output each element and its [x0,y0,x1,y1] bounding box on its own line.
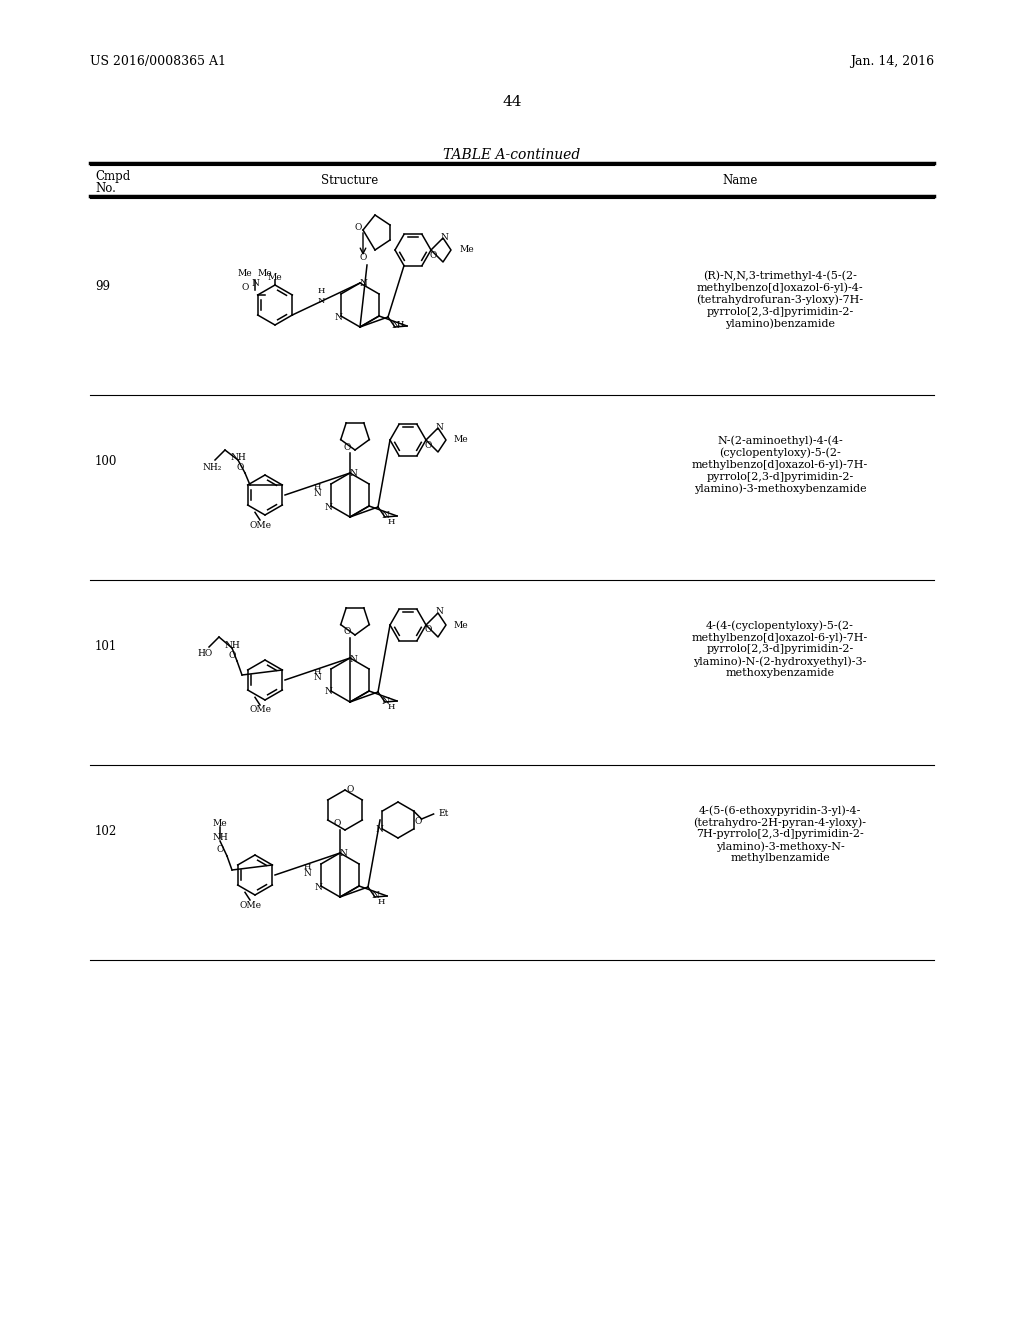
Text: N: N [440,232,447,242]
Text: Me: Me [453,620,468,630]
Text: O: O [354,223,361,232]
Text: N: N [324,688,332,697]
Text: 99: 99 [95,280,110,293]
Text: O: O [424,626,432,635]
Text: Jan. 14, 2016: Jan. 14, 2016 [850,55,934,69]
Text: Et: Et [438,808,449,817]
Text: No.: No. [95,182,116,195]
Text: N: N [339,850,347,858]
Text: N: N [376,825,383,834]
Text: N: N [435,607,443,616]
Text: HO: HO [198,648,213,657]
Text: NH: NH [212,833,228,842]
Text: N: N [381,697,389,705]
Text: H: H [304,863,311,871]
Text: N-(2-aminoethyl)-4-(4-
(cyclopentyloxy)-5-(2-
methylbenzo[d]oxazol-6-yl)-7H-
pyr: N-(2-aminoethyl)-4-(4- (cyclopentyloxy)-… [692,436,868,494]
Text: Me: Me [238,268,252,277]
Text: O: O [228,651,236,660]
Text: 44: 44 [502,95,522,110]
Text: O: O [216,846,223,854]
Text: O: O [334,818,341,828]
Text: 4-(5-(6-ethoxypyridin-3-yl)-4-
(tetrahydro-2H-pyran-4-yloxy)-
7H-pyrrolo[2,3-d]p: 4-(5-(6-ethoxypyridin-3-yl)-4- (tetrahyd… [693,805,866,863]
Text: NH₂: NH₂ [203,462,221,471]
Text: N: N [313,673,322,682]
Text: OMe: OMe [249,520,271,529]
Text: OMe: OMe [239,900,261,909]
Text: N: N [303,869,311,878]
Text: 100: 100 [95,455,118,469]
Text: (R)-N,N,3-trimethyl-4-(5-(2-
methylbenzo[d]oxazol-6-yl)-4-
(tetrahydrofuran-3-yl: (R)-N,N,3-trimethyl-4-(5-(2- methylbenzo… [696,271,863,329]
Text: N: N [381,511,389,520]
Text: Cmpd: Cmpd [95,170,130,183]
Text: US 2016/0008365 A1: US 2016/0008365 A1 [90,55,226,69]
Text: O: O [343,627,350,636]
Text: O: O [415,817,422,825]
Text: Name: Name [722,174,758,187]
Text: N: N [251,279,259,288]
Text: N: N [359,280,367,289]
Text: O: O [242,282,249,292]
Text: H: H [387,517,394,525]
Text: 101: 101 [95,640,118,653]
Text: H: H [313,668,322,676]
Text: N: N [334,313,342,322]
Text: OMe: OMe [249,705,271,714]
Text: H: H [387,704,394,711]
Text: Me: Me [453,436,468,445]
Text: O: O [346,785,353,795]
Text: H: H [313,483,322,491]
Text: O: O [237,462,244,471]
Text: N: N [435,422,443,432]
Text: Me: Me [459,246,474,255]
Text: TABLE A-continued: TABLE A-continued [443,148,581,162]
Text: NH: NH [224,640,240,649]
Text: Me: Me [213,820,227,829]
Text: O: O [343,442,350,451]
Text: N: N [324,503,332,511]
Text: O: O [359,253,367,263]
Text: NH: NH [230,453,246,462]
Text: N: N [371,891,379,900]
Text: O: O [424,441,432,450]
Text: 4-(4-(cyclopentyloxy)-5-(2-
methylbenzo[d]oxazol-6-yl)-7H-
pyrrolo[2,3-d]pyrimid: 4-(4-(cyclopentyloxy)-5-(2- methylbenzo[… [692,620,868,678]
Text: Structure: Structure [322,174,379,187]
Text: Me: Me [267,272,283,281]
Text: N: N [349,470,357,479]
Text: H: H [377,898,385,906]
Text: N: N [391,322,399,330]
Text: H: H [396,319,403,327]
Text: Me: Me [258,268,272,277]
Text: N: N [313,488,322,498]
Text: O: O [429,251,436,260]
Text: N: N [314,883,322,891]
Text: 102: 102 [95,825,118,838]
Text: N: N [349,655,357,664]
Text: H
N: H N [317,288,325,305]
